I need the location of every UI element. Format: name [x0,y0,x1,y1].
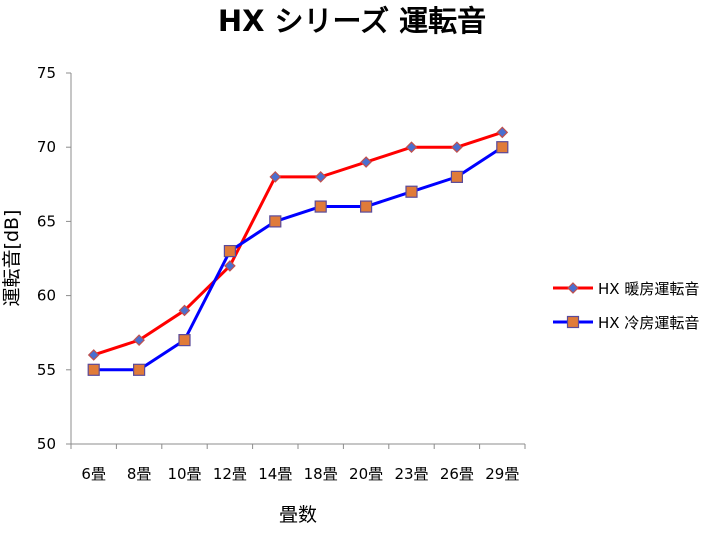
data-point [269,171,282,183]
data-point [223,244,236,258]
legend-item: HX 冷房運転音 [553,314,699,332]
data-point [224,260,236,272]
x-tick-label: 20畳 [349,465,383,483]
plot-area: 50 55 60 65 70 75 6畳 8畳 10畳 12畳 14畳 18畳 20畳 23畳 26畳 29… [37,64,526,483]
y-axis-title: 運転音[dB] [1,210,23,307]
x-ticks: 6畳 8畳 10畳 12畳 14畳 18畳 20畳 23畳 26畳 29畳 [70,444,526,483]
y-tick-label: 50 [37,435,56,453]
series-line [93,145,504,372]
series-layer [87,126,509,376]
y-tick-label: 60 [37,287,56,305]
series-line [93,130,503,357]
legend-marker [566,315,580,329]
x-tick-label: 8畳 [127,465,152,483]
x-tick-label: 14畳 [258,465,292,483]
y-tick-label: 75 [37,64,56,82]
data-point [87,349,100,361]
series-2 [87,141,509,376]
series-1 [87,126,509,361]
x-tick-label: 29畳 [485,465,519,483]
legend-item: HX 暖房運転音 [553,280,699,298]
x-tick-label: 6畳 [81,465,106,483]
data-point [360,156,372,168]
y-ticks: 50 55 60 65 70 75 [37,64,71,453]
x-tick-label: 12畳 [213,465,247,483]
chart-title: HX シリーズ 運転音 [218,4,486,38]
x-tick-label: 10畳 [167,465,201,483]
data-point [496,126,509,139]
legend-label: HX 暖房運転音 [598,280,699,298]
y-tick-label: 70 [37,138,56,156]
data-point [133,363,146,376]
data-point [87,363,100,376]
data-point [451,141,463,154]
x-tick-label: 18畳 [304,465,338,483]
data-point [450,170,463,183]
data-point [178,304,191,317]
data-point [360,200,373,213]
legend-label: HX 冷房運転音 [598,314,699,332]
x-tick-label: 26畳 [440,465,474,483]
data-point [178,334,191,347]
legend: HX 暖房運転音 HX 冷房運転音 [553,280,699,332]
data-point [314,171,327,183]
data-point [314,200,327,213]
data-point [269,215,282,228]
x-axis-title: 畳数 [279,504,317,526]
x-tick-label: 23畳 [394,465,428,483]
data-point [405,185,418,198]
data-point [496,141,509,154]
y-tick-label: 65 [37,212,56,230]
y-tick-label: 55 [37,361,56,379]
legend-marker [567,282,579,294]
data-point [405,141,418,154]
data-point [133,334,145,346]
